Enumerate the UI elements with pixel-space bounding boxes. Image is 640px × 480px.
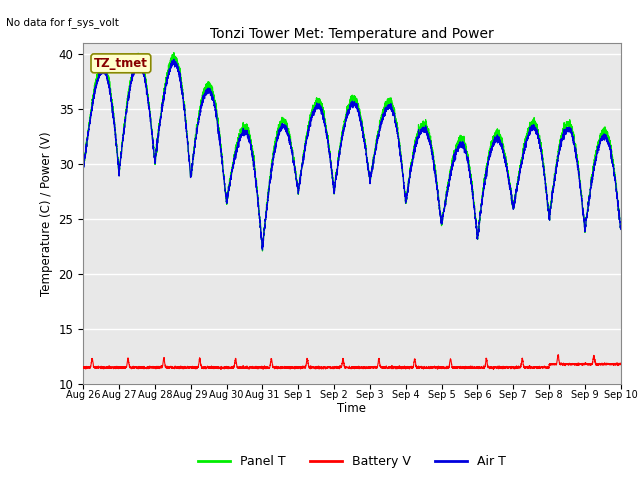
Air T	[481, 179, 488, 184]
Panel T	[170, 50, 178, 56]
Line: Battery V: Battery V	[83, 355, 621, 370]
Panel T	[429, 150, 437, 156]
Air T	[170, 56, 178, 62]
Battery V	[285, 365, 292, 371]
Battery V	[490, 367, 497, 372]
Air T	[79, 164, 87, 169]
Line: Panel T: Panel T	[83, 53, 621, 251]
Panel T	[177, 74, 185, 80]
Battery V	[481, 364, 488, 370]
Panel T	[79, 164, 87, 169]
Panel T	[402, 195, 410, 201]
Panel T	[481, 175, 488, 180]
Air T	[402, 197, 410, 203]
Y-axis label: Temperature (C) / Power (V): Temperature (C) / Power (V)	[40, 132, 53, 296]
Title: Tonzi Tower Met: Temperature and Power: Tonzi Tower Met: Temperature and Power	[210, 27, 494, 41]
Text: No data for f_sys_volt: No data for f_sys_volt	[6, 17, 119, 28]
Air T	[177, 79, 185, 85]
Panel T	[522, 141, 529, 146]
Panel T	[617, 225, 625, 231]
Panel T	[285, 130, 292, 136]
Panel T	[259, 248, 266, 254]
Battery V	[402, 365, 410, 371]
Battery V	[79, 365, 87, 371]
Battery V	[522, 365, 529, 371]
Air T	[522, 144, 529, 150]
Line: Air T: Air T	[83, 59, 621, 250]
Battery V	[177, 366, 185, 372]
X-axis label: Time: Time	[337, 402, 367, 415]
Air T	[259, 247, 266, 253]
Battery V	[429, 365, 436, 371]
Battery V	[617, 361, 625, 367]
Legend: Panel T, Battery V, Air T: Panel T, Battery V, Air T	[193, 450, 511, 473]
Battery V	[554, 352, 562, 358]
Air T	[285, 134, 292, 140]
Text: TZ_tmet: TZ_tmet	[94, 57, 148, 70]
Air T	[617, 227, 625, 232]
Air T	[429, 154, 437, 159]
